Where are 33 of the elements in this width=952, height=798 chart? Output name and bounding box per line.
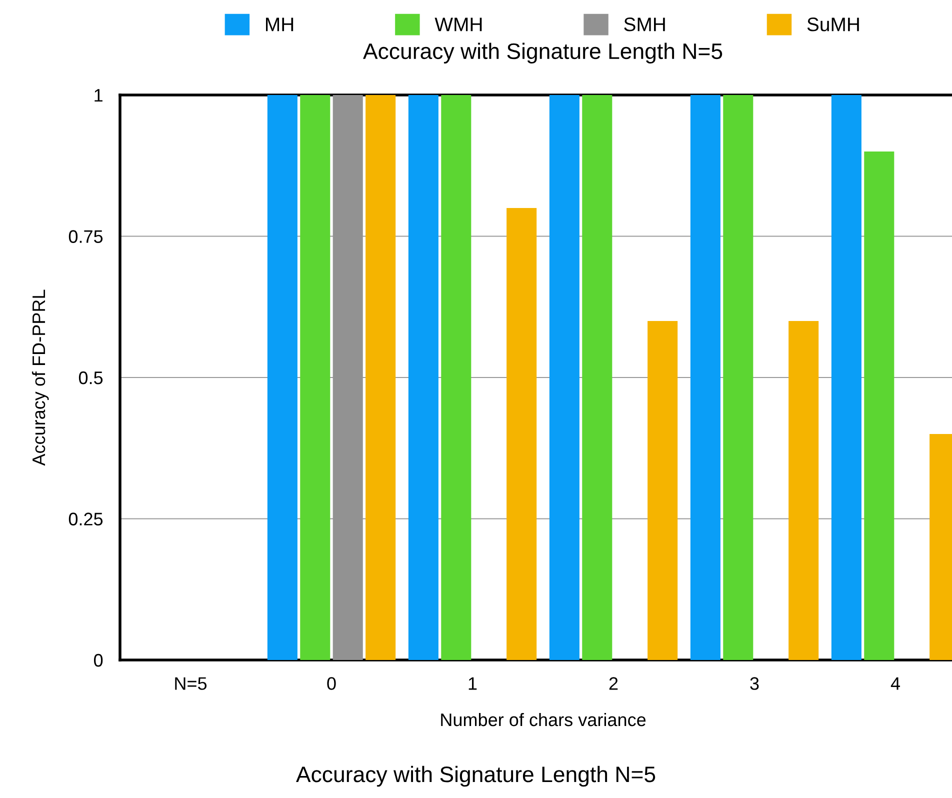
bar bbox=[506, 208, 537, 660]
legend-label: SuMH bbox=[807, 18, 859, 32]
bar bbox=[267, 95, 298, 660]
bar bbox=[788, 321, 819, 660]
bar bbox=[582, 95, 612, 660]
bar bbox=[648, 321, 678, 660]
y-axis-title: Accuracy of FD-PPRL bbox=[32, 290, 49, 466]
legend-label: SMH bbox=[624, 18, 665, 32]
bar bbox=[864, 152, 894, 660]
text: Accuracy with Signature Length N=5 bbox=[296, 766, 656, 787]
x-tick-label: 3 bbox=[750, 677, 759, 690]
x-tick-label: 1 bbox=[468, 677, 477, 690]
y-tick-label: 0.5 bbox=[78, 371, 103, 384]
bar bbox=[831, 95, 862, 660]
bar bbox=[366, 95, 396, 660]
legend-label: WMH bbox=[434, 18, 482, 32]
x-tick-label: 2 bbox=[609, 677, 618, 690]
bar bbox=[723, 95, 754, 660]
x-axis-title: Number of chars variance bbox=[441, 712, 646, 726]
bar bbox=[300, 95, 330, 660]
y-tick-label: 0.75 bbox=[68, 230, 103, 243]
y-tick-label: 0.25 bbox=[68, 512, 103, 526]
bar bbox=[690, 95, 720, 660]
x-tick-label: N=5 bbox=[175, 677, 207, 690]
bar bbox=[549, 95, 580, 660]
x-tick-label: 4 bbox=[890, 677, 900, 690]
legend-label: MH bbox=[266, 18, 294, 32]
x-tick-label: 0 bbox=[327, 677, 336, 690]
y-tick-label: 1 bbox=[94, 89, 102, 102]
chart-title: Accuracy with Signature Length N=5 bbox=[363, 42, 722, 64]
y-tick-label: 0 bbox=[94, 654, 103, 667]
bar bbox=[441, 95, 472, 660]
bar bbox=[408, 95, 438, 660]
